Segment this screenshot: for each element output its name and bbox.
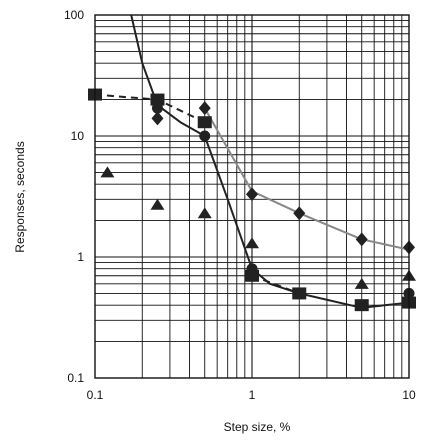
plot-frame	[94, 14, 410, 379]
data-point-diamond	[151, 111, 164, 126]
tick-label-layer: 0.1 1 10 0.1 1 10 100	[64, 8, 416, 402]
data-point-circle	[199, 130, 211, 142]
series-curve	[130, 14, 410, 309]
y-axis-label: Responses, seconds	[13, 141, 27, 252]
data-point-circle	[356, 299, 368, 311]
x-tick-label: 10	[402, 388, 416, 402]
data-point-square	[150, 93, 165, 106]
y-tick-label: 100	[64, 8, 84, 22]
y-tick-label: 10	[71, 129, 85, 143]
data-point-triangle	[245, 237, 259, 249]
y-tick-label: 0.1	[67, 371, 84, 385]
x-tick-label: 1	[249, 388, 256, 402]
data-point-diamond	[246, 187, 258, 202]
data-point-circle	[151, 102, 163, 114]
x-axis-label: Step size, %	[224, 420, 291, 434]
series-curve	[94, 93, 206, 124]
data-point-circle	[293, 287, 305, 299]
data-point-circle	[246, 263, 258, 275]
series-curve	[203, 107, 410, 251]
x-tick-label: 0.1	[87, 388, 104, 402]
data-point-triangle	[100, 166, 115, 178]
data-point-triangle	[354, 277, 369, 289]
data-point-diamond	[293, 206, 306, 221]
y-tick-label: 1	[77, 250, 84, 264]
data-point-triangle	[197, 207, 212, 219]
data-point-diamond	[355, 232, 368, 247]
marker-layer	[88, 88, 416, 312]
grid-layer	[95, 15, 409, 378]
data-point-square	[197, 116, 212, 129]
series-curve	[251, 274, 300, 295]
data-point-diamond	[198, 101, 211, 116]
data-point-triangle	[150, 198, 165, 210]
